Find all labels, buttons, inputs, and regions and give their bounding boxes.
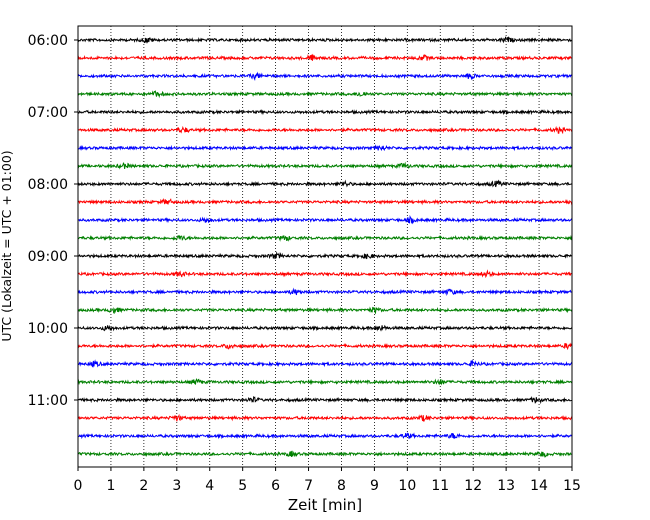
y-tick-label-1: 07:00	[28, 105, 68, 121]
trace-line-3	[77, 90, 573, 99]
trace-line-8	[77, 179, 573, 188]
trace-line-1	[77, 53, 573, 62]
x-tick-label-10: 10	[398, 478, 416, 494]
trace-line-21	[77, 413, 573, 422]
x-tick-label-15: 15	[563, 478, 581, 494]
y-tick-label-0: 06:00	[28, 33, 68, 49]
x-tick-label-7: 7	[304, 478, 313, 494]
x-tick-label-2: 2	[139, 478, 148, 494]
x-axis-label: Zeit [min]	[288, 496, 362, 514]
trace-line-19	[77, 377, 573, 386]
x-tick-label-6: 6	[271, 478, 280, 494]
trace-line-9	[77, 198, 573, 206]
trace-line-12	[77, 251, 573, 260]
seismic-traces	[77, 36, 573, 458]
trace-line-11	[77, 234, 573, 242]
x-tick-label-3: 3	[172, 478, 181, 494]
plot-frame	[77, 25, 573, 468]
trace-line-4	[77, 108, 573, 116]
x-tick-label-5: 5	[238, 478, 247, 494]
x-tick-label-11: 11	[431, 478, 449, 494]
x-tick-label-1: 1	[106, 478, 115, 494]
x-tick-label-14: 14	[530, 478, 548, 494]
y-tick-label-5: 11:00	[28, 393, 68, 409]
trace-line-18	[77, 359, 573, 368]
x-tick-label-9: 9	[370, 478, 379, 494]
x-tick-label-13: 13	[497, 478, 515, 494]
trace-line-2	[77, 71, 573, 81]
y-axis-label: UTC (Lokalzeit = UTC + 01:00)	[0, 150, 14, 341]
trace-line-0	[77, 36, 573, 44]
x-tick-label-8: 8	[337, 478, 346, 494]
x-tick-label-12: 12	[464, 478, 482, 494]
y-tick-label-2: 08:00	[28, 177, 68, 193]
trace-line-16	[77, 324, 573, 332]
y-tick-label-4: 10:00	[28, 321, 68, 337]
trace-line-5	[77, 125, 573, 135]
x-tick-label-4: 4	[205, 478, 214, 494]
y-axis-ticks: 06:00 07:00 08:00 09:00 10:00 11:00	[28, 33, 78, 409]
trace-line-7	[77, 161, 573, 170]
trace-line-17	[77, 342, 573, 351]
trace-line-23	[77, 450, 573, 458]
trace-line-15	[77, 306, 573, 315]
y-tick-label-3: 09:00	[28, 249, 68, 265]
x-tick-label-0: 0	[74, 478, 83, 494]
x-axis-ticks: 0 1 2 3 4 5 6 7 8 9 10 11 12 13 14 15	[74, 467, 581, 494]
trace-line-6	[77, 144, 573, 152]
trace-line-14	[77, 287, 573, 297]
trace-line-13	[77, 269, 573, 279]
trace-line-20	[77, 395, 573, 405]
trace-line-10	[77, 214, 573, 225]
trace-line-22	[77, 432, 573, 440]
